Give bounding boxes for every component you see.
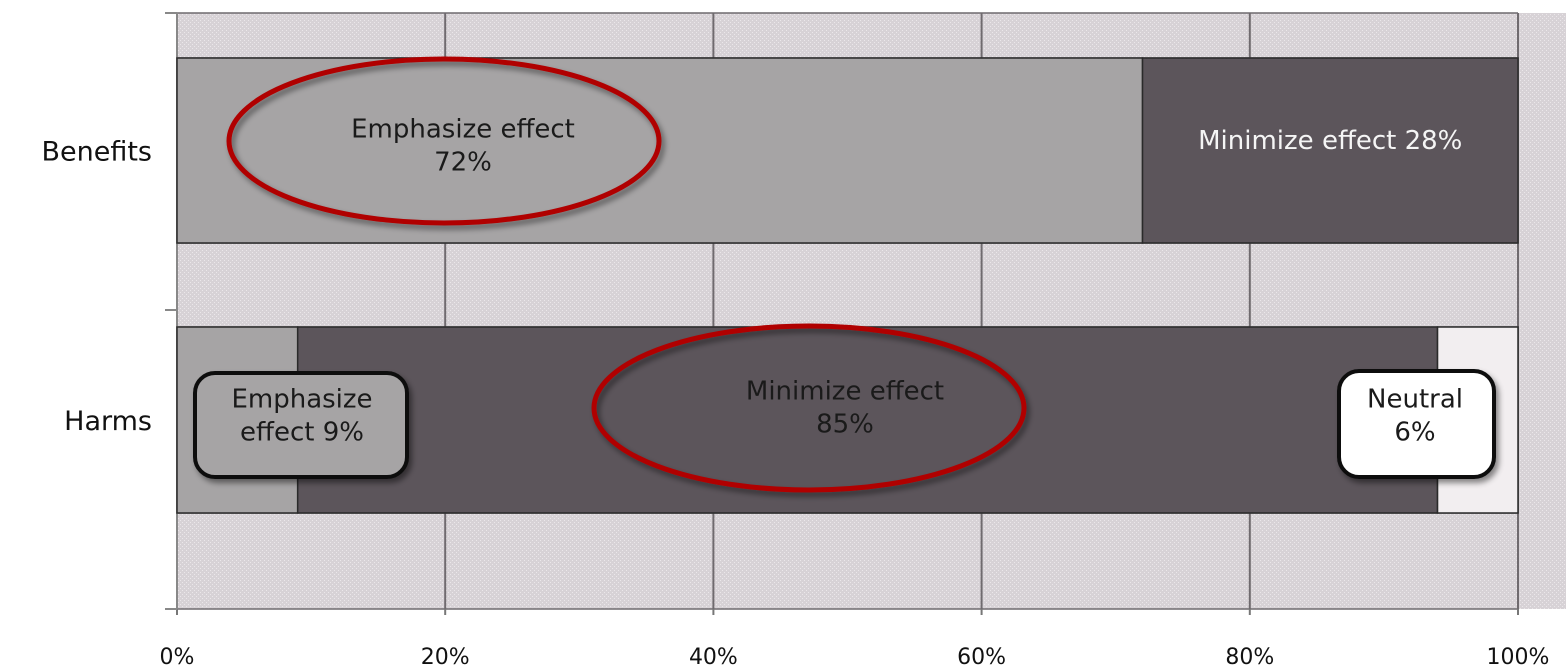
data-label: Neutral — [1367, 385, 1463, 415]
data-label: effect 9% — [240, 418, 364, 448]
category-label: Benefits — [41, 137, 152, 168]
x-tick-label: 40% — [689, 645, 738, 665]
data-label: Minimize effect 28% — [1198, 126, 1462, 156]
x-axis: 0% 20% 40% 60% 80% 100% — [160, 12, 1550, 665]
callout-ellipse — [591, 323, 1027, 493]
callout-ellipse — [226, 56, 662, 226]
category-label: Harms — [64, 406, 152, 437]
callout-box — [193, 371, 409, 479]
callout-box — [1337, 369, 1496, 479]
data-label: 85% — [816, 410, 874, 440]
x-tick-label: 0% — [160, 645, 195, 665]
data-label: 6% — [1394, 418, 1435, 448]
bar-segment — [1141, 57, 1519, 244]
category-labels: Benefits Harms — [41, 137, 152, 438]
x-tick-label: 60% — [957, 645, 1006, 665]
x-tick-label: 100% — [1487, 645, 1550, 665]
data-label: 72% — [434, 148, 492, 178]
data-label: Minimize effect — [746, 377, 944, 407]
data-label: Emphasize effect — [351, 115, 575, 145]
data-label: Emphasize — [231, 385, 372, 415]
x-tick-label: 20% — [421, 645, 470, 665]
x-tick-label: 80% — [1225, 645, 1274, 665]
bar-segment — [296, 326, 1439, 514]
